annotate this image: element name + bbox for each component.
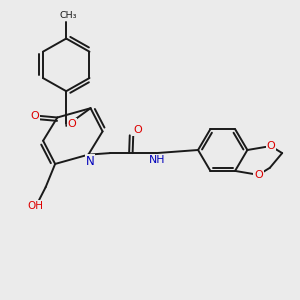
Text: N: N bbox=[85, 155, 94, 168]
Text: O: O bbox=[68, 119, 76, 129]
Text: O: O bbox=[133, 125, 142, 135]
Text: O: O bbox=[254, 169, 263, 180]
Text: CH₃: CH₃ bbox=[59, 11, 76, 20]
Text: NH: NH bbox=[149, 155, 165, 165]
Text: OH: OH bbox=[27, 201, 43, 211]
Text: O: O bbox=[266, 141, 275, 151]
Text: O: O bbox=[31, 111, 40, 121]
